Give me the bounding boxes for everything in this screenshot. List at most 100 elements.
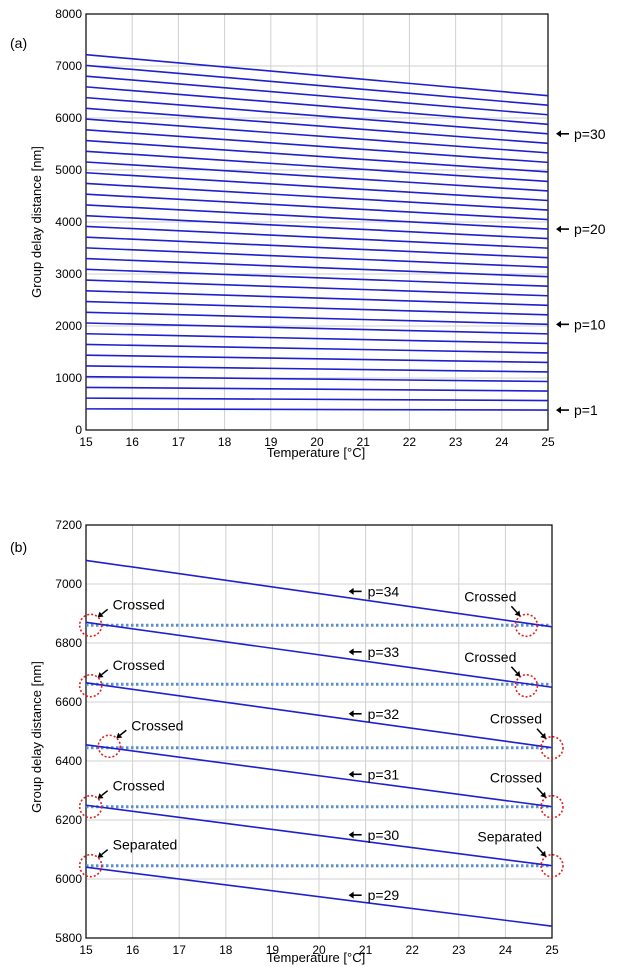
panel-b-xtick-label-8: 23 (452, 943, 466, 957)
panel-b-marker-arrow-2-head (97, 672, 104, 678)
panel-a-xtick-label-3: 18 (218, 435, 232, 449)
panel-b-ytick-label-2: 6200 (55, 813, 82, 827)
panel-a-series-line-p33 (85, 64, 549, 107)
panel-a-series-line-p20 (85, 204, 549, 230)
panel-a-series-line-p18 (85, 225, 549, 249)
panel-b-series-label-2: p=32 (368, 706, 400, 722)
panel-a-annotation-label-2: p=10 (574, 316, 606, 332)
panel-a-ylabel: Group delay distance [nm] (29, 146, 44, 298)
panel-a-annotation-label-1: p=20 (574, 221, 606, 237)
panel-b-marker-circle-6 (78, 794, 103, 819)
panel-a-xtick-label-6: 21 (357, 435, 371, 449)
panel-b-ytick-label-4: 6600 (55, 695, 82, 709)
panel-a-annotation-label-3: p=1 (574, 402, 598, 418)
panel-a-series-line-p5 (85, 365, 549, 373)
panel-b-ytick-label-0: 5800 (55, 931, 82, 945)
panel-b-series-line-5 (85, 866, 553, 927)
panel-a-series-line-p4 (85, 375, 549, 383)
panel-b-ytick-label-1: 6000 (55, 872, 82, 886)
panel-a-ytick-label-7: 7000 (55, 59, 82, 73)
panel-b-marker-arrow-5-shaft (536, 728, 544, 736)
panel-b-marker-arrow-6-shaft (101, 790, 109, 797)
panel-a-series-line-p17 (85, 236, 549, 259)
panel-b-marker-label-4: Crossed (131, 717, 183, 733)
panel-a-xlabel: Temperature [°C] (267, 445, 365, 460)
panel-a-ytick-label-3: 3000 (55, 267, 82, 281)
panel-b-marker-label-5: Crossed (490, 711, 542, 727)
panel-b-xtick-label-5: 20 (312, 943, 326, 957)
panel-a-annotation-arrow-0-head (556, 130, 561, 138)
panel-b-series-arrow-2-head (348, 710, 354, 718)
panel-b-marker-circle-4 (97, 734, 122, 759)
panel-b-marker-circle-3 (514, 673, 539, 698)
panel-a-series-line-p24 (85, 161, 549, 192)
panel-a-ytick-label-0: 0 (75, 423, 82, 437)
panel-b-xtick-label-0: 15 (79, 943, 93, 957)
panel-b-marker-circle-8 (78, 853, 103, 878)
panel-a-series-line-p11 (85, 300, 549, 316)
panel-a-series-line-p28 (85, 118, 549, 154)
panel-a-label: (a) (10, 35, 27, 51)
panel-b-marker-arrow-1-shaft (510, 605, 518, 614)
panel-a-xtick-label-1: 16 (126, 435, 140, 449)
panel-b-marker-arrow-0-shaft (101, 608, 109, 615)
panel-a-series-line-p26 (85, 139, 549, 173)
panel-a-xtick-label-7: 22 (403, 435, 417, 449)
panel-b-series-line-4 (85, 804, 553, 867)
panel-b-series-arrow-0-head (348, 587, 354, 595)
panel-a-series-line-p27 (85, 129, 549, 164)
panel-b-marker-arrow-2-shaft (101, 669, 109, 676)
panel-a-series-line-p29 (85, 107, 549, 145)
panel-b-ytick-label-5: 6800 (55, 636, 82, 650)
panel-b-xtick-label-3: 18 (219, 943, 233, 957)
panel-a-annotation-arrow-3-head (556, 406, 561, 414)
panel-a-ytick-label-6: 6000 (55, 111, 82, 125)
panel-b-series-line-0 (85, 559, 553, 628)
panel-a-ytick-label-5: 5000 (55, 163, 82, 177)
panel-a-ytick-label-4: 4000 (55, 215, 82, 229)
panel-a-series-line-p22 (85, 182, 549, 211)
panel-a-xtick-label-10: 25 (541, 435, 555, 449)
panel-b-marker-arrow-3-head (514, 670, 521, 677)
panel-b-marker-circle-1 (514, 613, 539, 638)
panel-a-series-line-p19 (85, 214, 549, 240)
panel-b-marker-circle-0 (78, 613, 103, 638)
panel-b-series-label-1: p=33 (368, 644, 400, 660)
panel-a-xtick-label-0: 15 (79, 435, 93, 449)
panel-b-marker-circle-2 (78, 673, 103, 698)
panel-b-marker-label-2: Crossed (113, 657, 165, 673)
panel-b-series-line-2 (85, 682, 553, 749)
panel-b-label: (b) (10, 539, 27, 555)
panel-b-xtick-label-2: 17 (173, 943, 187, 957)
panel-a-xtick-label-4: 19 (264, 435, 278, 449)
panel-a-series-line-p9 (85, 322, 549, 335)
panel-b-marker-label-8: Separated (113, 837, 178, 853)
panel-a-ytick-label-1: 1000 (55, 371, 82, 385)
panel-a-annotation-arrow-2-head (556, 320, 561, 328)
panel-a-series-line-p8 (85, 332, 549, 345)
panel-b-marker-arrow-5-head (540, 732, 546, 739)
panel-a-ytick-label-2: 2000 (55, 319, 82, 333)
panel-a-series-line-p1 (85, 408, 549, 411)
panel-b-ylabel: Group delay distance [nm] (29, 661, 44, 813)
panel-b-series-label-0: p=34 (368, 583, 400, 599)
panel-b-series-line-3 (85, 743, 553, 808)
panel-b-marker-label-6: Crossed (113, 778, 165, 794)
panel-b-marker-arrow-4-head (116, 732, 123, 739)
panel-a-series-line-p23 (85, 171, 549, 202)
panel-a-series-line-p10 (85, 311, 549, 326)
panel-b-series-label-4: p=30 (368, 827, 400, 843)
panel-b-marker-label-7: Crossed (490, 770, 542, 786)
panel-b-xtick-label-1: 16 (126, 943, 140, 957)
panel-a-annotation-arrow-1-head (556, 225, 561, 233)
panel-b-marker-circle-9 (540, 853, 564, 878)
panel-a-series-line-p13 (85, 279, 549, 297)
panel-b-xtick-label-7: 22 (406, 943, 420, 957)
panel-b-series-arrow-3-head (348, 770, 354, 778)
panel-a-series-line-p14 (85, 268, 549, 288)
panel-b-marker-circle-7 (540, 794, 564, 819)
panel-b-series-label-3: p=31 (368, 766, 400, 782)
panel-b-marker-arrow-7-head (540, 791, 546, 798)
panel-b-marker-circle-5 (540, 735, 564, 760)
panel-a-series-line-p25 (85, 150, 549, 183)
